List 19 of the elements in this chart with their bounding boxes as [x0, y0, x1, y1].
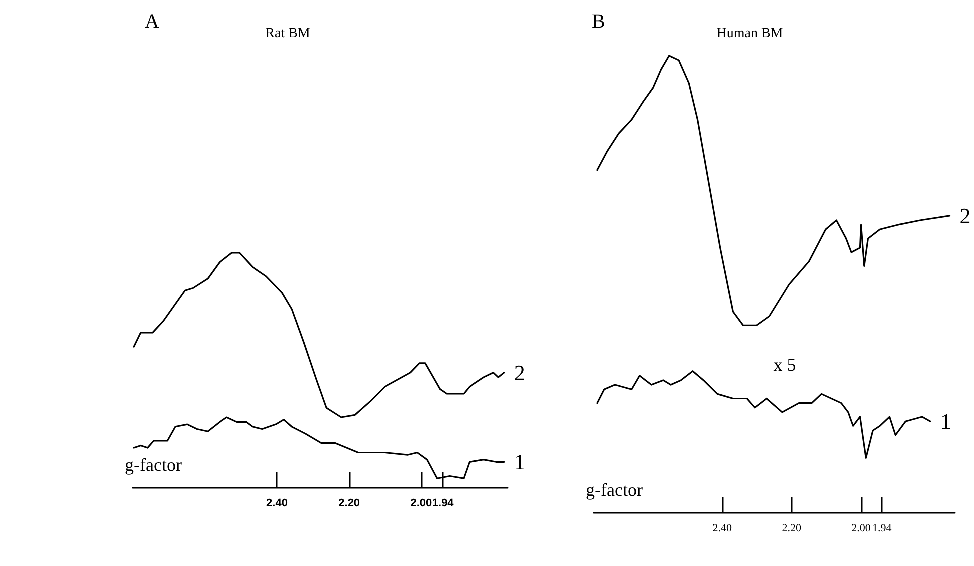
x-tick-label: 2.20 — [782, 522, 802, 534]
series-label: 2 — [514, 360, 526, 386]
text: B — [592, 11, 606, 33]
series-label: 1 — [940, 409, 952, 434]
series-label: 2 — [960, 203, 971, 228]
x-tick-label: 1.94 — [872, 522, 892, 534]
chart-title: Rat BM — [266, 26, 311, 42]
text: A — [145, 11, 160, 33]
series-label: 1 — [514, 450, 526, 475]
chart-title: Human BM — [716, 26, 784, 42]
annotation: x 5 — [774, 355, 796, 375]
x-tick-label: 1.94 — [432, 498, 455, 510]
x-tick-label: 2.20 — [338, 498, 360, 510]
x-tick-label: 2.40 — [712, 522, 733, 534]
x-axis-title: g-factor — [586, 480, 643, 500]
x-tick-label: 2.00 — [852, 522, 872, 534]
x-axis-title: g-factor — [125, 455, 182, 475]
x-tick-label: 2.00 — [410, 498, 432, 510]
x-tick-label: 2.40 — [266, 498, 288, 510]
